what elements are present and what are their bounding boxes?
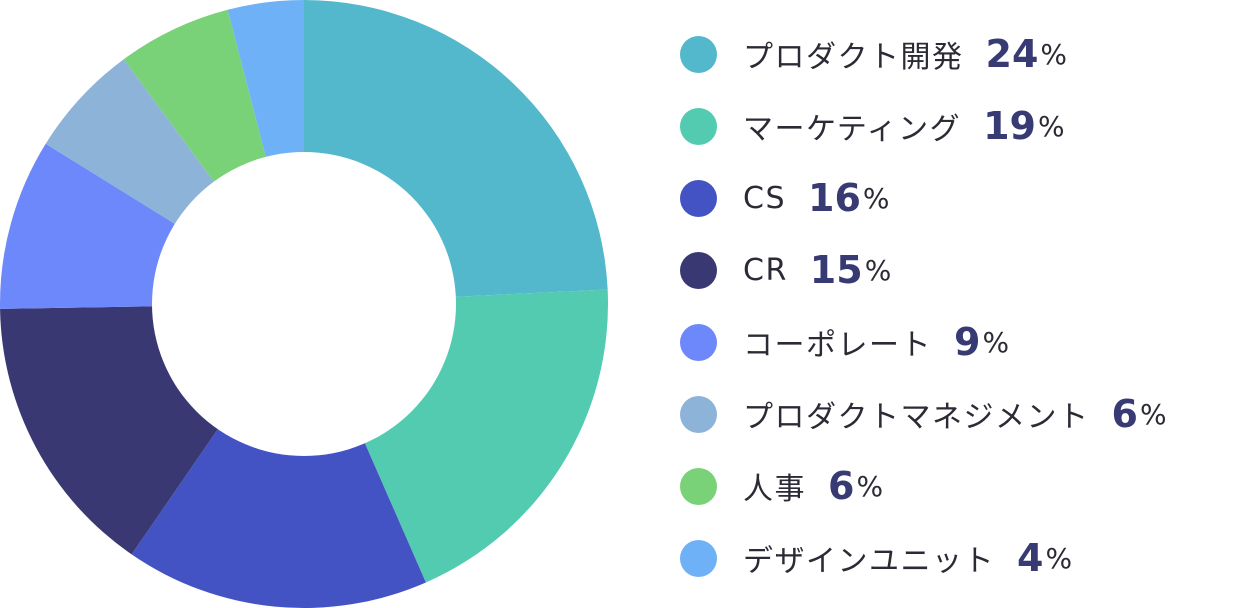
legend-marker — [680, 107, 717, 145]
donut-slice-2 — [131, 304, 426, 608]
legend-marker — [680, 467, 717, 505]
legend-item-product-management: プロダクトマネジメント 6 % — [680, 378, 1232, 450]
legend-item-product-development: プロダクト開発 24 % — [680, 18, 1232, 90]
legend-unit: % — [856, 469, 884, 503]
legend-marker — [680, 251, 717, 289]
donut-chart — [0, 0, 608, 608]
legend-marker — [680, 179, 717, 217]
legend-label: プロダクト開発 — [743, 40, 964, 75]
legend-unit: % — [1040, 37, 1067, 71]
legend-unit: % — [862, 181, 890, 215]
legend-label: CS — [743, 180, 786, 216]
legend-label: デザインユニット — [743, 544, 995, 579]
legend-item-hr: 人事 6 % — [680, 450, 1232, 522]
chart-legend: プロダクト開発 24 % マーケティング 19 % CS 16 % CR 15 … — [680, 18, 1232, 594]
legend-label: プロダクトマネジメント — [743, 400, 1090, 435]
legend-item-design-unit: デザインユニット 4 % — [680, 522, 1232, 594]
legend-marker — [680, 395, 717, 433]
legend-value: 6 — [828, 464, 855, 508]
legend-value: 4 — [1017, 536, 1044, 580]
legend-marker — [680, 539, 717, 577]
legend-value: 6 — [1111, 392, 1138, 436]
legend-unit: % — [1038, 109, 1065, 143]
legend-item-marketing: マーケティング 19 % — [680, 90, 1232, 162]
legend-value: 16 — [808, 176, 861, 220]
legend-label: マーケティング — [743, 112, 962, 147]
legend-label: 人事 — [743, 472, 806, 507]
legend-value: 19 — [983, 104, 1036, 148]
legend-label: コーポレート — [743, 328, 932, 363]
legend-item-corporate: コーポレート 9 % — [680, 306, 1232, 378]
legend-label: CR — [743, 252, 788, 288]
donut-hole — [152, 152, 456, 456]
legend-value: 15 — [809, 248, 863, 292]
legend-value: 9 — [954, 320, 981, 364]
legend-item-cr: CR 15 % — [680, 234, 1232, 306]
legend-value: 24 — [985, 32, 1039, 76]
legend-marker — [680, 35, 717, 73]
legend-unit: % — [1139, 397, 1167, 431]
legend-unit: % — [982, 325, 1010, 359]
legend-item-cs: CS 16 % — [680, 162, 1232, 234]
legend-marker — [680, 323, 717, 361]
legend-unit: % — [1045, 541, 1073, 575]
legend-unit: % — [864, 253, 892, 287]
